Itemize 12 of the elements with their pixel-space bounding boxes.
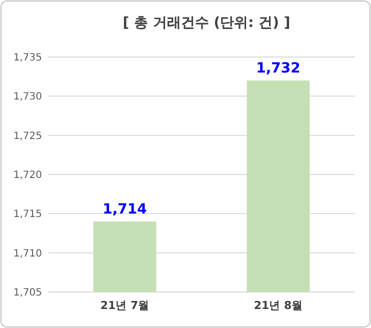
chart-title: [ 총 거래건수 (단위: 건) ]: [122, 15, 290, 31]
y-tick-label: 1,715: [13, 209, 42, 220]
y-tick-label: 1,735: [13, 52, 42, 64]
y-tick-label: 1,710: [13, 248, 42, 260]
y-tick-label: 1,725: [13, 130, 42, 142]
x-tick-label: 21년 8월: [254, 299, 303, 312]
y-tick-label: 1,705: [13, 288, 42, 298]
x-tick-label: 21년 7월: [100, 299, 150, 312]
y-tick-label: 1,730: [13, 92, 42, 103]
data-label: 1,714: [102, 202, 148, 218]
y-tick-label: 1,720: [13, 170, 42, 181]
data-label: 1,732: [256, 60, 300, 76]
